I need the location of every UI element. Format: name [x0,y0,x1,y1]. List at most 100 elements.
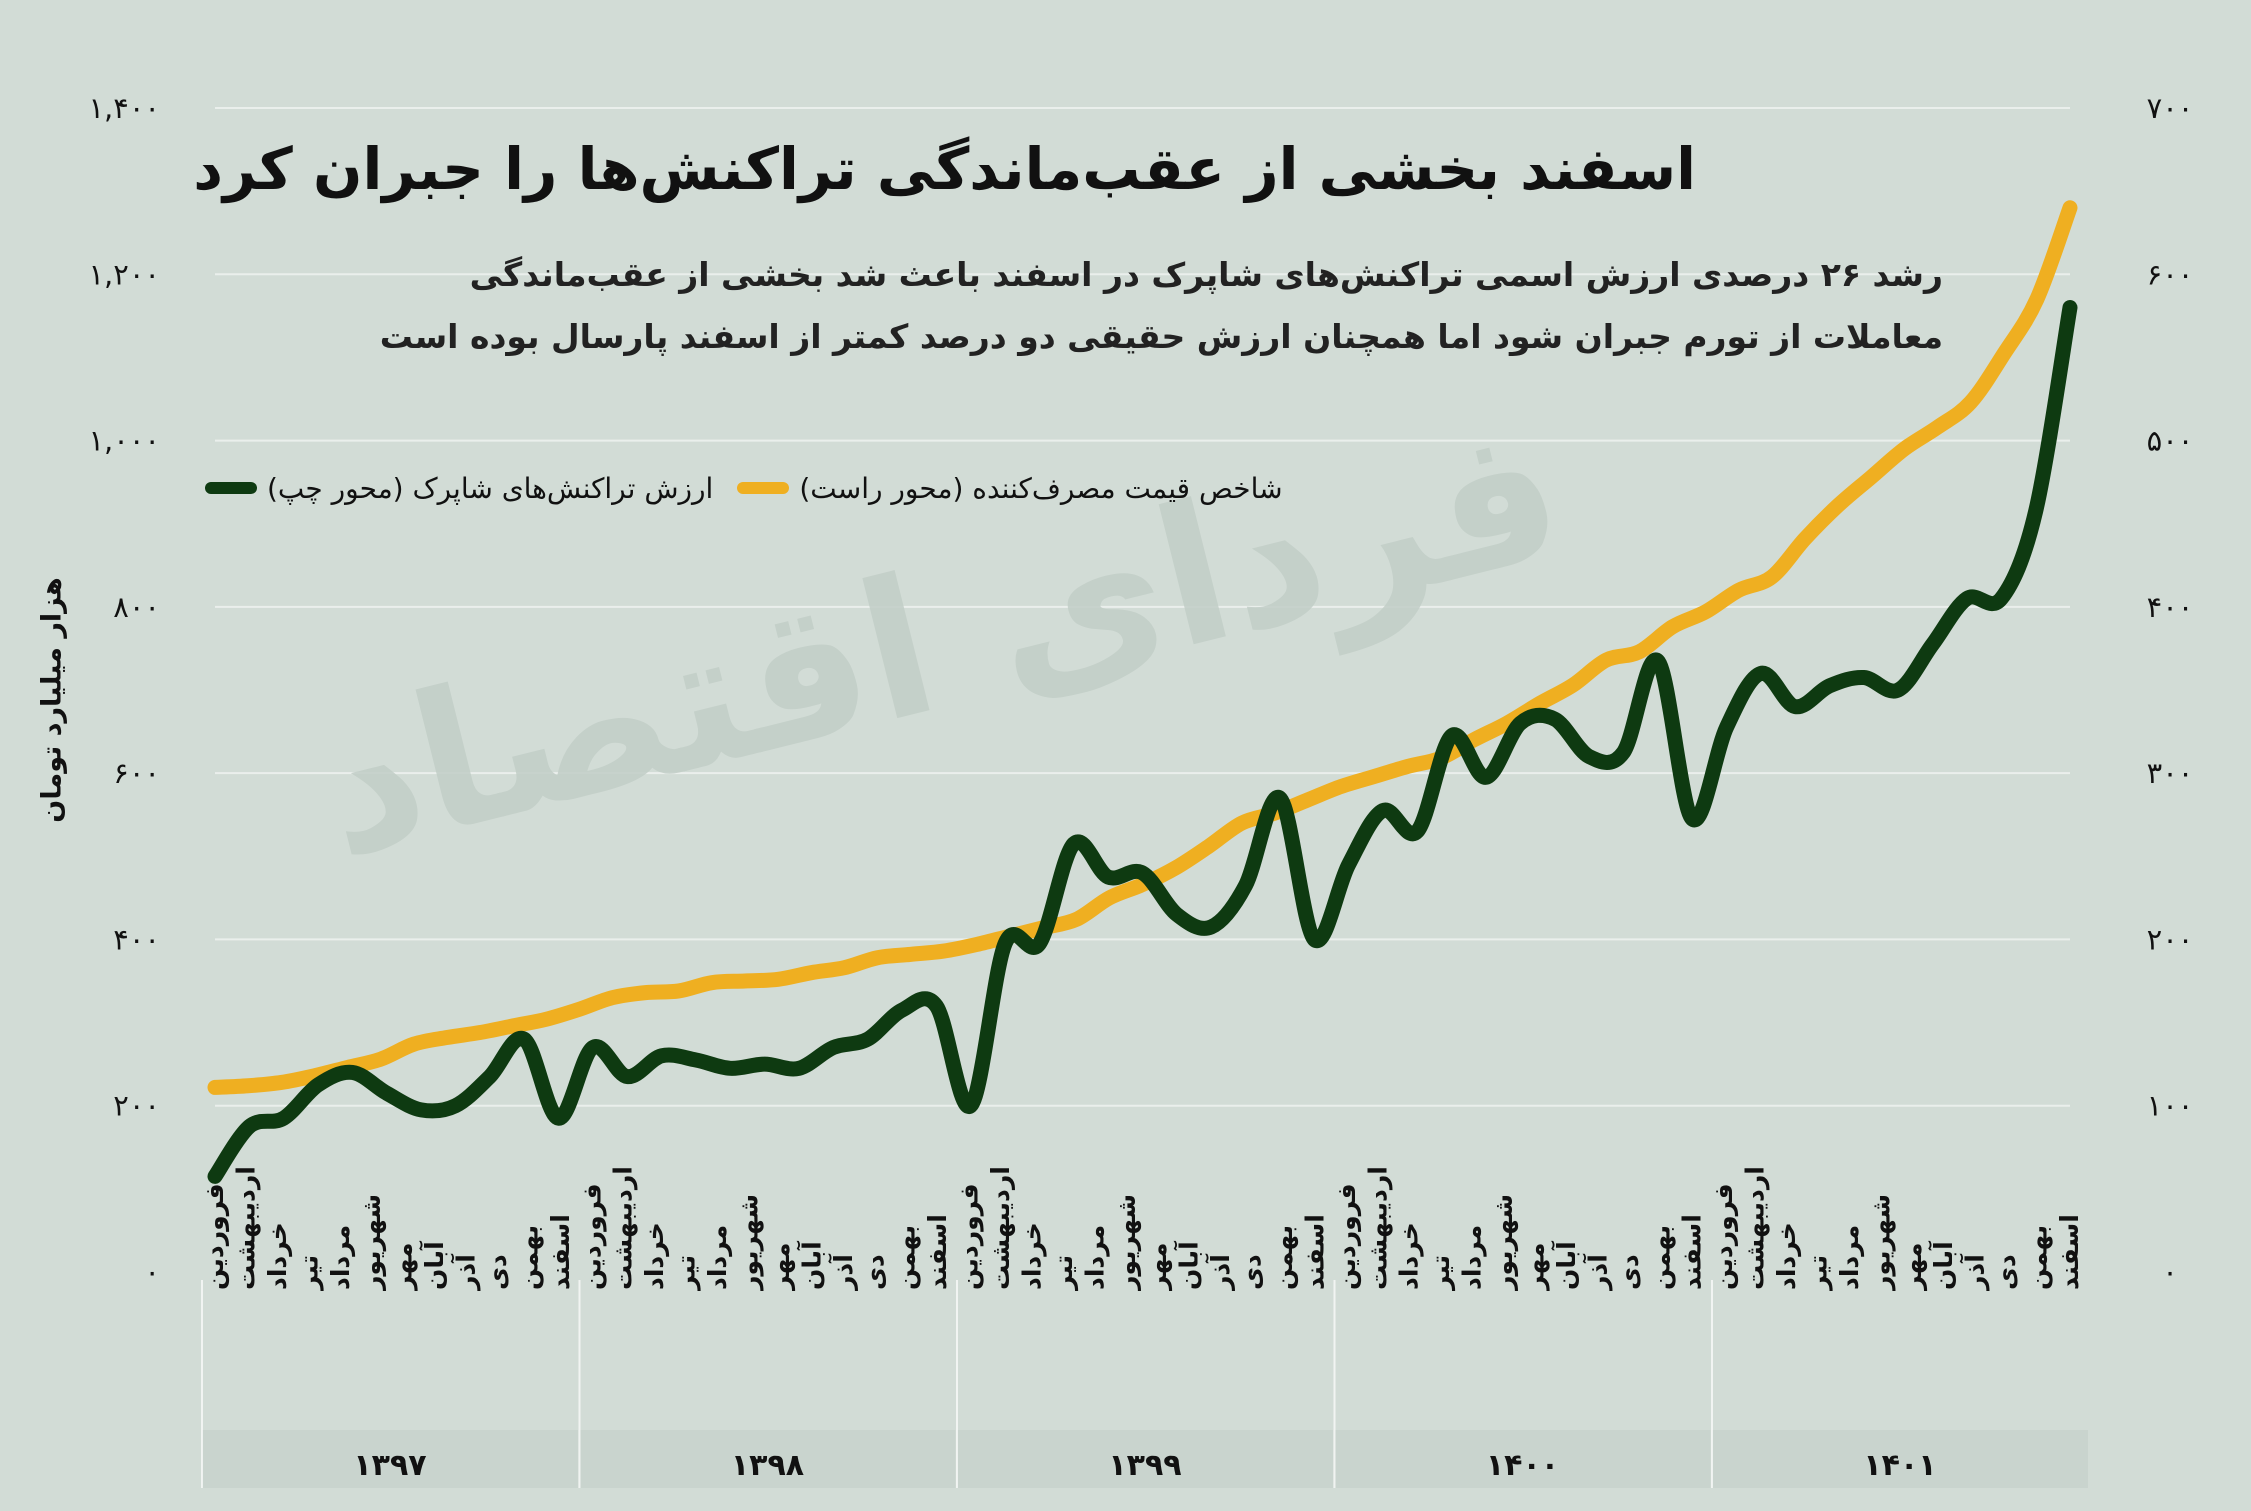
chart-title: اسفند بخشی از عقب‌ماندگی تراکنش‌ها را جب… [193,135,1696,203]
month-tick-label: بهمن [2024,1225,2054,1290]
year-band [1712,1430,2088,1488]
month-tick-label: مهر [1898,1242,1928,1292]
month-tick-label: اردیبهشت [1741,1166,1771,1290]
month-tick-label: آذر [828,1253,858,1292]
month-tick-label: شهریور [1112,1194,1142,1292]
month-tick-label: اردیبهشت [1363,1166,1393,1290]
month-tick-label: اسفند [1300,1214,1329,1290]
month-tick-label: آذر [451,1253,481,1292]
month-tick-label: آذر [1205,1253,1235,1292]
month-tick-label: تیر [672,1255,702,1292]
month-tick-label: اردیبهشت [986,1166,1016,1290]
legend-label-shaparak: ارزش تراکنش‌های شاپرک (محور چپ) [267,471,714,505]
month-tick-label: شهریور [1489,1194,1519,1292]
year-label: ۱۳۹۹ [1108,1448,1181,1483]
left-tick-label: ۲۰۰ [113,1089,160,1123]
year-labels: ۱۳۹۷ ۱۳۹۸ ۱۳۹۹ ۱۴۰۰ ۱۴۰۱ [201,1280,2088,1488]
month-tick-label: تیر [1426,1255,1456,1292]
month-tick-label: دی [1992,1254,2021,1290]
month-tick-label: بهمن [514,1225,544,1290]
year-band [202,1430,578,1488]
month-tick-label: مرداد [1458,1225,1488,1290]
month-tick-label: آبان [1551,1240,1581,1290]
month-tick-label: مرداد [703,1225,733,1290]
legend-label-cpi: شاخص قیمت مصرف‌کننده (محور راست) [799,471,1283,505]
month-tick-label: خرداد [1017,1222,1047,1290]
left-tick-label: ۱,۴۰۰ [88,91,160,125]
right-tick-label: ۵۰۰ [2147,424,2194,458]
legend-item-cpi: شاخص قیمت مصرف‌کننده (محور راست) [737,471,1283,505]
left-tick-label: ۱,۲۰۰ [88,257,160,291]
month-tick-label: بهمن [1269,1225,1299,1290]
right-tick-label: ۴۰۰ [2147,590,2194,624]
year-label: ۱۴۰۰ [1486,1448,1559,1483]
month-tick-label: آذر [1582,1253,1612,1292]
month-tick-label: اردیبهشت [231,1166,261,1290]
month-tick-label: دی [1238,1254,1267,1290]
month-tick-label: شهریور [734,1194,764,1292]
month-tick-label: اسفند [546,1214,575,1290]
year-label: ۱۴۰۱ [1863,1448,1936,1483]
month-tick-label: شهریور [357,1194,387,1292]
month-tick-label: بهمن [1646,1225,1676,1290]
month-tick-label: خرداد [1395,1222,1425,1290]
month-tick-label: فروردین [1709,1183,1739,1290]
month-tick-label: فروردین [1332,1183,1362,1290]
chart-subtitle: رشد ۲۶ درصدی ارزش اسمی تراکنش‌های شاپرک … [379,255,1943,356]
month-tick-label: فروردین [200,1183,230,1290]
month-tick-label: مرداد [1835,1225,1865,1290]
left-axis-ticks: ۰ ۲۰۰ ۴۰۰ ۶۰۰ ۸۰۰ ۱,۰۰۰ ۱,۲۰۰ ۱,۴۰۰ [88,91,160,1289]
month-tick-label: آبان [419,1240,449,1290]
legend: ارزش تراکنش‌های شاپرک (محور چپ) شاخص قیم… [205,466,1283,510]
left-tick-label: ۰ [144,1255,160,1289]
month-tick-label: شهریور [1866,1194,1896,1292]
month-tick-label: خرداد [1772,1222,1802,1290]
left-tick-label: ۴۰۰ [113,922,160,956]
year-band [957,1430,1333,1488]
month-tick-labels: فروردین اردیبهشت خرداد تیر مرداد شهریور مهر آبا… [200,1166,2084,1292]
month-tick-label: اسفند [923,1214,952,1290]
right-tick-label: ۰ [2162,1255,2178,1289]
month-tick-label: تیر [1803,1255,1833,1292]
month-tick-label: اسفند [2055,1214,2084,1290]
month-tick-label: فروردین [577,1183,607,1290]
month-tick-label: مهر [389,1242,419,1292]
right-tick-label: ۳۰۰ [2147,756,2194,790]
legend-swatch-shaparak [205,482,257,494]
right-axis-ticks: ۰ ۱۰۰ ۲۰۰ ۳۰۰ ۴۰۰ ۵۰۰ ۶۰۰ ۷۰۰ [2147,91,2194,1289]
right-tick-label: ۲۰۰ [2147,922,2194,956]
legend-swatch-cpi [737,482,790,494]
right-tick-label: ۱۰۰ [2147,1089,2194,1123]
month-tick-label: بهمن [892,1225,922,1290]
left-tick-label: ۸۰۰ [113,590,160,624]
right-tick-label: ۶۰۰ [2147,257,2194,291]
month-tick-label: خرداد [263,1222,293,1290]
month-tick-label: آبان [1928,1240,1958,1290]
year-label: ۱۳۹۷ [353,1448,426,1483]
month-tick-label: فروردین [955,1183,985,1290]
month-tick-label: مرداد [326,1225,356,1290]
month-tick-label: تیر [294,1255,324,1292]
year-band [579,1430,956,1488]
left-tick-label: ۶۰۰ [113,756,160,790]
month-tick-label: مهر [766,1242,796,1292]
month-tick-label: دی [1615,1254,1644,1290]
year-band [1334,1430,1711,1488]
month-tick-label: دی [483,1254,512,1290]
y-axis-label: هزار میلیارد تومان [36,577,68,823]
month-tick-label: تیر [1049,1255,1079,1292]
year-label: ۱۳۹۸ [731,1448,804,1483]
month-tick-label: خرداد [640,1222,670,1290]
month-tick-label: مرداد [1080,1225,1110,1290]
month-tick-label: آبان [1174,1240,1204,1290]
series-line-shaparak [207,300,2078,1184]
month-tick-label: اردیبهشت [609,1166,639,1290]
right-tick-label: ۷۰۰ [2147,91,2194,125]
month-tick-label: آذر [1960,1253,1990,1292]
left-tick-label: ۱,۰۰۰ [88,424,160,458]
series-lines [207,200,2078,1184]
month-tick-label: مهر [1521,1242,1551,1292]
legend-item-shaparak: ارزش تراکنش‌های شاپرک (محور چپ) [205,472,713,505]
gridlines [215,107,2070,1107]
